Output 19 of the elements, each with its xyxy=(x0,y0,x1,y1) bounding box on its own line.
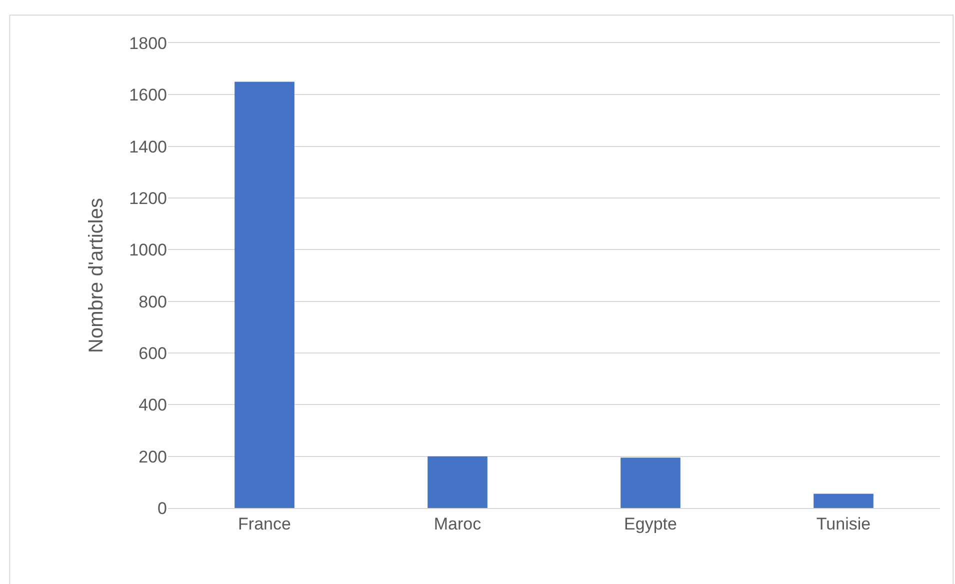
y-tick-label: 0 xyxy=(158,498,167,518)
y-tick-label: 600 xyxy=(138,344,167,363)
x-tick-label: France xyxy=(238,514,291,534)
y-tick-label: 1600 xyxy=(129,86,167,105)
y-tick-label: 1200 xyxy=(129,188,167,208)
y-tick-label: 1800 xyxy=(129,34,167,53)
y-tick-label: 200 xyxy=(138,447,167,466)
bar xyxy=(234,82,294,508)
y-tick-label: 800 xyxy=(138,292,167,312)
x-tick-label: Tunisie xyxy=(816,514,871,534)
y-axis-title: Nombre d'articles xyxy=(86,198,108,353)
bar xyxy=(428,456,488,508)
y-tick-label: 1000 xyxy=(129,240,167,260)
y-tick-label: 1400 xyxy=(129,137,167,156)
bar xyxy=(814,494,874,508)
y-tick-label: 400 xyxy=(138,396,167,415)
bar xyxy=(620,458,680,508)
x-tick-label: Egypte xyxy=(624,514,677,534)
x-tick-label: Maroc xyxy=(434,514,482,534)
